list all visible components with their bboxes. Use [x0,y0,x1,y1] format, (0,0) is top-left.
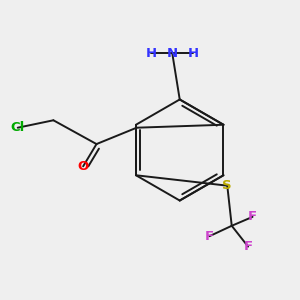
Text: F: F [205,230,214,243]
Text: Cl: Cl [11,121,25,134]
Text: O: O [77,160,89,173]
Text: N: N [167,47,178,60]
Text: S: S [223,179,232,192]
Text: F: F [244,240,253,253]
Text: F: F [248,210,257,224]
Text: H: H [188,47,199,60]
Text: H: H [146,47,157,60]
